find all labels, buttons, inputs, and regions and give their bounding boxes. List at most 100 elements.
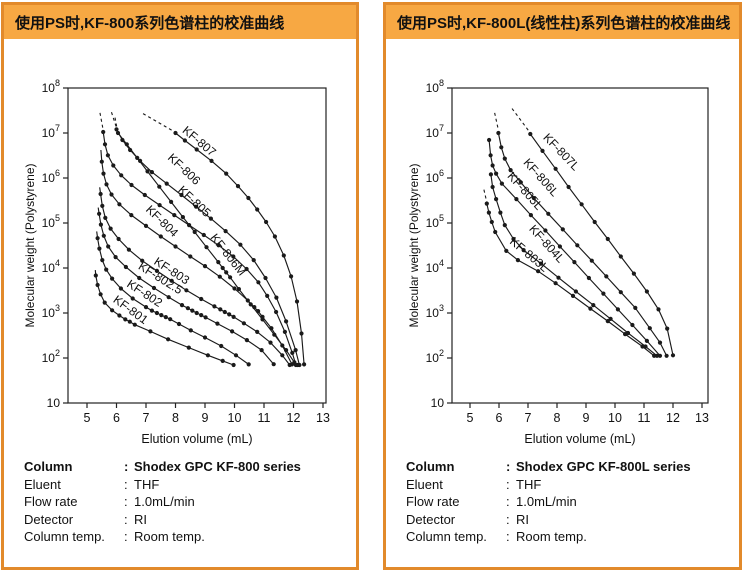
data-point xyxy=(502,156,507,161)
data-point xyxy=(664,353,669,358)
data-point xyxy=(256,280,261,285)
data-point xyxy=(123,264,128,270)
x-tick-label: 11 xyxy=(638,411,651,425)
data-point xyxy=(586,275,591,281)
data-point xyxy=(263,275,268,281)
data-point xyxy=(98,222,103,227)
data-point xyxy=(149,170,154,175)
data-point xyxy=(220,265,225,271)
calibration-curve xyxy=(490,174,658,357)
spec-value: Shodex GPC KF-800L series xyxy=(516,459,691,474)
data-point xyxy=(199,296,204,302)
spec-value: Room temp. xyxy=(516,529,587,544)
data-point xyxy=(192,229,197,235)
data-point xyxy=(140,258,145,263)
spec-value: RI xyxy=(516,511,529,527)
data-point xyxy=(588,306,593,311)
data-point xyxy=(118,286,123,291)
data-point xyxy=(244,338,249,343)
data-point xyxy=(282,329,287,334)
data-point xyxy=(109,192,114,197)
x-axis-title: Elution volume (mL) xyxy=(524,432,635,446)
data-point xyxy=(205,353,210,358)
series-KF-804L: KF-804L xyxy=(488,172,660,358)
data-point xyxy=(120,137,125,143)
data-point xyxy=(252,305,257,310)
data-point xyxy=(271,362,276,367)
data-point xyxy=(104,182,109,187)
data-point xyxy=(293,348,298,353)
data-point xyxy=(493,229,498,235)
data-point xyxy=(630,322,635,328)
data-point xyxy=(591,303,596,308)
x-tick-label: 6 xyxy=(496,411,503,425)
data-point xyxy=(129,213,134,218)
data-point xyxy=(108,226,113,231)
data-point xyxy=(508,168,513,173)
data-point xyxy=(227,312,232,317)
data-point xyxy=(299,331,304,336)
data-point xyxy=(126,247,131,252)
x-tick-label: 5 xyxy=(467,411,474,425)
data-point xyxy=(601,291,606,296)
data-point xyxy=(293,362,298,368)
spec-separator: : xyxy=(124,511,128,527)
spec-label: Flow rate xyxy=(24,494,78,509)
data-point xyxy=(223,229,228,234)
data-point xyxy=(246,195,251,201)
spec-value: 1.0mL/min xyxy=(134,494,195,509)
y-tick-label: 107 xyxy=(42,123,60,140)
data-point xyxy=(496,130,501,136)
data-point xyxy=(154,310,159,316)
x-tick-label: 5 xyxy=(84,411,91,425)
calibration-curve xyxy=(497,132,668,357)
panel-header: 使用PS时,KF-800系列色谱柱的校准曲线 xyxy=(4,5,356,39)
calibration-curve xyxy=(488,139,661,357)
data-point xyxy=(101,171,106,176)
data-point xyxy=(657,340,663,345)
data-point xyxy=(209,158,214,163)
data-point xyxy=(164,181,169,186)
spec-separator: : xyxy=(124,476,128,492)
data-point xyxy=(185,306,190,311)
data-point xyxy=(101,233,106,238)
data-point xyxy=(489,219,494,225)
data-point xyxy=(95,236,100,241)
data-point xyxy=(605,236,610,242)
data-point xyxy=(95,282,100,288)
data-point xyxy=(128,147,133,153)
calibration-curve xyxy=(99,187,291,366)
spec-row: Column: Shodex GPC KF-800L series xyxy=(406,458,691,476)
series-KF-803L: KF-803L xyxy=(483,189,657,358)
data-point xyxy=(557,244,562,249)
data-point xyxy=(546,211,551,216)
data-point xyxy=(287,362,292,368)
data-point xyxy=(657,353,663,358)
data-point xyxy=(163,315,168,320)
y-tick-label: 106 xyxy=(42,168,60,185)
data-point xyxy=(604,274,609,279)
data-point xyxy=(487,137,492,143)
data-point xyxy=(194,310,199,316)
data-point xyxy=(499,181,504,186)
data-point xyxy=(98,292,103,297)
data-point xyxy=(132,322,137,327)
spec-value: THF xyxy=(134,476,160,492)
data-point xyxy=(231,254,236,259)
data-point xyxy=(264,219,269,225)
x-tick-label: 13 xyxy=(316,411,330,425)
data-point xyxy=(110,276,115,281)
data-point xyxy=(560,227,565,232)
data-point xyxy=(110,308,115,313)
data-point xyxy=(218,307,223,312)
data-point xyxy=(119,173,124,178)
data-point xyxy=(265,293,270,298)
data-point xyxy=(556,275,561,280)
data-point xyxy=(579,202,584,207)
x-tick-label: 6 xyxy=(113,411,120,425)
data-point xyxy=(233,353,239,358)
data-point xyxy=(573,289,578,294)
data-point xyxy=(166,337,171,342)
y-tick-label: 10 xyxy=(431,396,445,410)
data-point xyxy=(204,245,209,250)
